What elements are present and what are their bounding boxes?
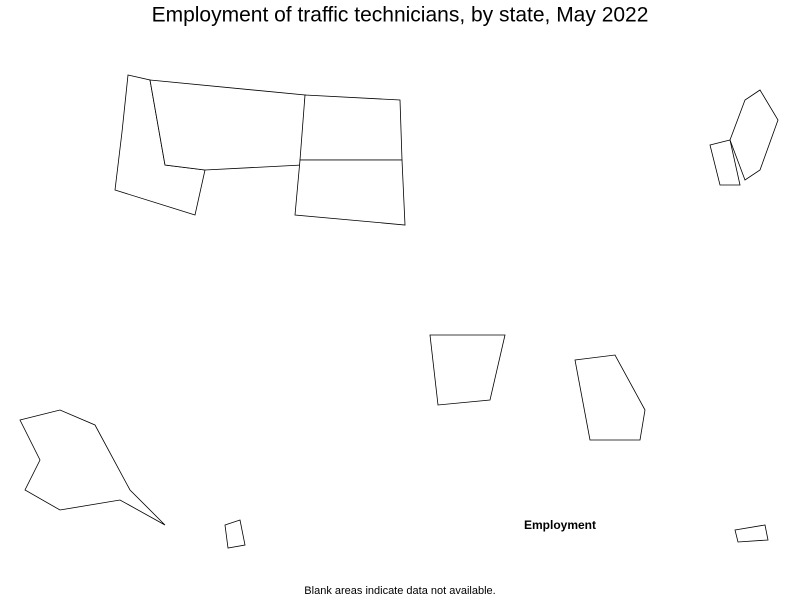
state-blank (429, 334, 506, 406)
state-blank (299, 94, 403, 161)
blank-states (19, 74, 779, 549)
title: Employment of traffic technicians, by st… (152, 4, 649, 27)
state-blank (729, 89, 779, 181)
state-blank (224, 519, 246, 549)
state-blank (19, 409, 166, 526)
state-blank (294, 159, 406, 226)
state-blank (574, 354, 646, 441)
state-blank (149, 79, 306, 171)
state-blank (734, 524, 769, 543)
state-blank (709, 139, 741, 186)
note: Blank areas indicate data not available. (304, 585, 495, 597)
legend-title: Employment (524, 518, 596, 532)
